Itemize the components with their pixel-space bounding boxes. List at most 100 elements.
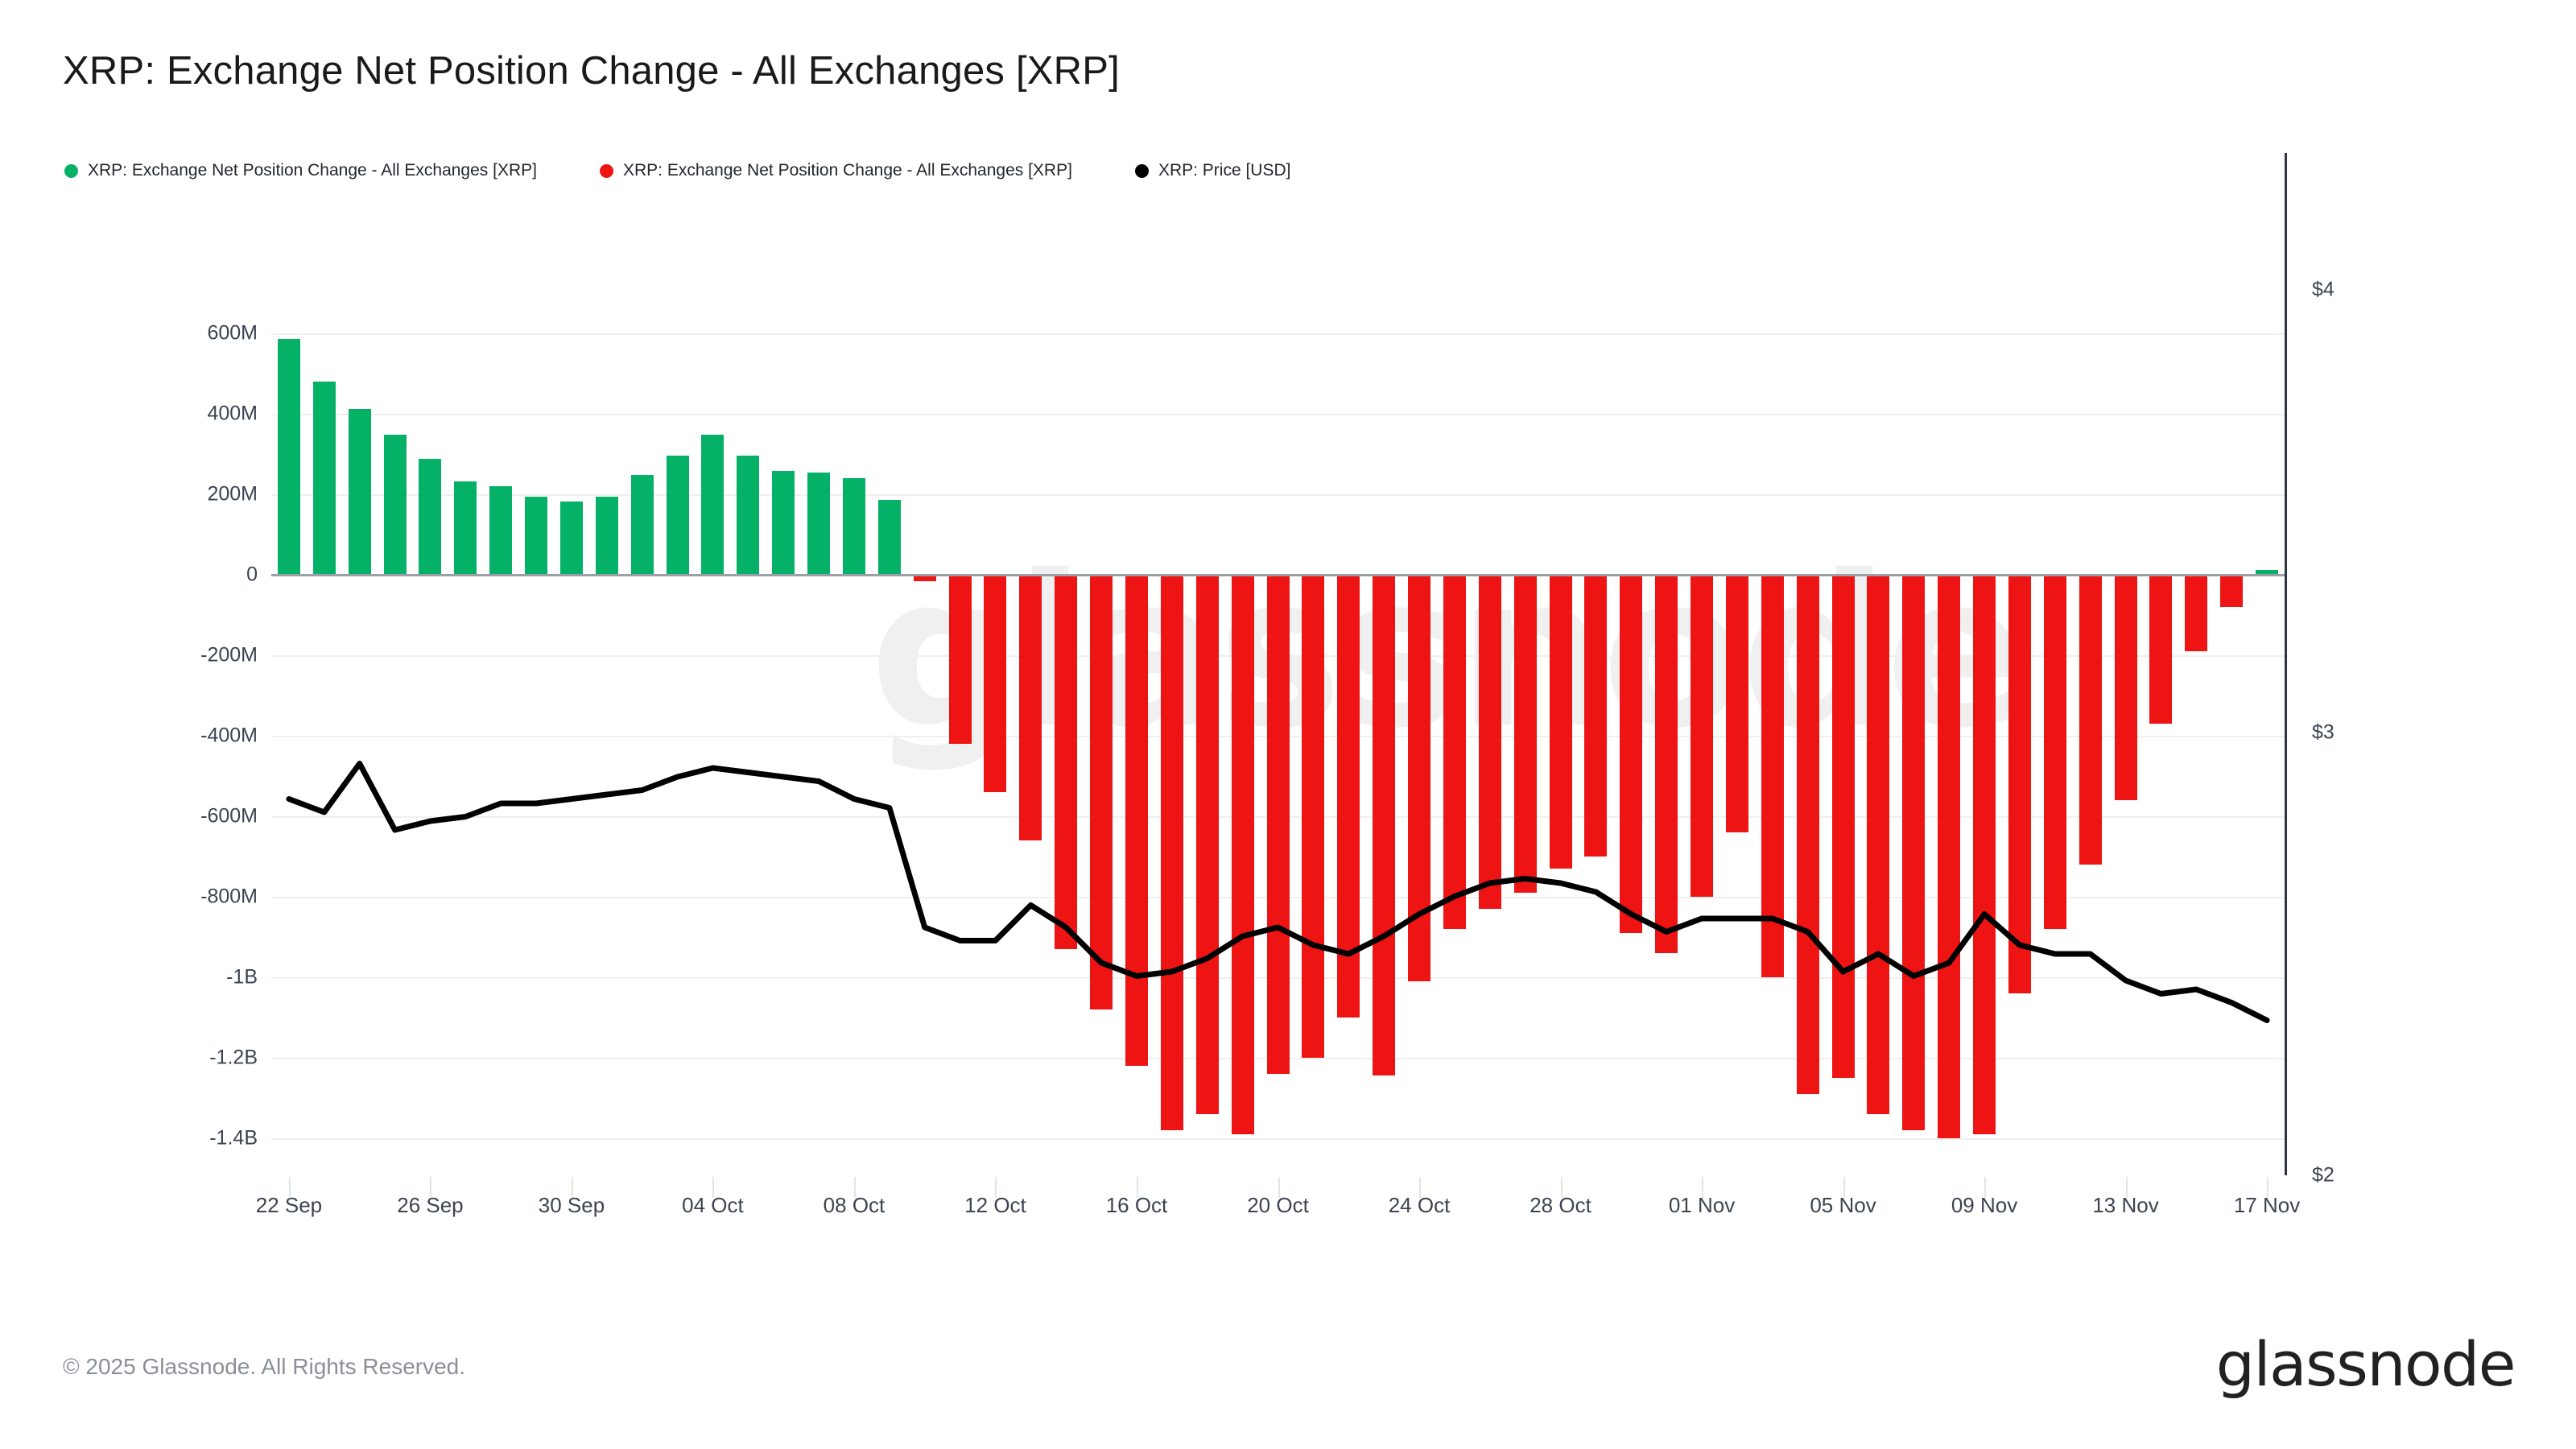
bar-negative[interactable] (2008, 575, 2031, 993)
right-axis-line (2285, 153, 2287, 1175)
x-axis-tick-label: 17 Nov (2233, 1193, 2301, 1217)
bar-negative[interactable] (1655, 575, 1678, 953)
gridline (271, 414, 2285, 415)
x-axis-tick-mark (1560, 1177, 1563, 1198)
bar-positive[interactable] (312, 382, 336, 575)
page-title: XRP: Exchange Net Position Change - All … (63, 49, 1120, 93)
bar-positive[interactable] (666, 456, 689, 575)
bar-negative[interactable] (2149, 575, 2173, 724)
bar-negative[interactable] (2079, 575, 2102, 865)
y-axis-tick-label: -200M (200, 643, 258, 667)
bar-negative[interactable] (1620, 575, 1643, 933)
bar-negative[interactable] (948, 575, 972, 744)
y-axis-tick-label: 200M (207, 482, 258, 506)
y-axis-tick-label: -1B (226, 965, 258, 989)
bar-positive[interactable] (2256, 570, 2279, 575)
x-axis-tick-mark (571, 1177, 573, 1198)
bar-positive[interactable] (489, 486, 513, 575)
x-axis-tick-mark (288, 1177, 291, 1198)
x-axis-tick-mark (712, 1177, 715, 1198)
bar-series-layer (271, 153, 2285, 1175)
x-axis-tick-label: 09 Nov (1951, 1193, 2018, 1217)
chart-legend: XRP: Exchange Net Position Change - All … (64, 161, 1353, 180)
bar-negative[interactable] (1690, 575, 1714, 897)
bar-negative[interactable] (913, 575, 936, 581)
chart-plot-area (271, 153, 2285, 1175)
bar-negative[interactable] (1125, 575, 1148, 1066)
bar-negative[interactable] (1478, 575, 1501, 909)
y-axis-tick-label: -1.2B (209, 1046, 258, 1069)
bar-negative[interactable] (2114, 575, 2137, 800)
gridline (271, 1138, 2285, 1140)
x-axis-tick-label: 28 Oct (1530, 1193, 1591, 1217)
bar-negative[interactable] (1019, 575, 1042, 840)
y-axis-tick-label: 600M (207, 321, 258, 345)
gridline (271, 494, 2285, 496)
bar-negative[interactable] (1725, 575, 1748, 832)
bar-negative[interactable] (1796, 575, 1819, 1094)
legend-item-net-position-inflow[interactable]: XRP: Exchange Net Position Change - All … (64, 161, 537, 180)
price-axis-tick-label: $3 (2312, 720, 2334, 744)
x-axis-tick-label: 08 Oct (823, 1193, 886, 1217)
legend-item-price[interactable]: XRP: Price [USD] (1134, 161, 1291, 180)
bar-negative[interactable] (1302, 575, 1325, 1058)
bar-negative[interactable] (1831, 575, 1855, 1078)
x-axis-tick-mark (2267, 1177, 2269, 1198)
bar-positive[interactable] (419, 459, 442, 575)
bar-positive[interactable] (383, 435, 407, 575)
bar-positive[interactable] (559, 502, 583, 575)
x-axis-tick-label: 20 Oct (1247, 1193, 1309, 1217)
bar-negative[interactable] (1584, 575, 1608, 857)
bar-positive[interactable] (348, 409, 371, 575)
y-axis-tick-label: 400M (207, 402, 258, 425)
x-axis-tick-label: 24 Oct (1388, 1193, 1451, 1217)
bar-positive[interactable] (277, 339, 300, 575)
bar-negative[interactable] (1513, 575, 1537, 893)
bar-negative[interactable] (1055, 575, 1078, 949)
x-axis-tick-label: 01 Nov (1668, 1193, 1736, 1217)
bar-negative[interactable] (1761, 575, 1784, 977)
bar-negative[interactable] (1408, 575, 1430, 981)
x-axis-tick-mark (1702, 1177, 1704, 1198)
bar-negative[interactable] (1266, 575, 1290, 1074)
zero-axis-line (271, 574, 2285, 576)
bar-negative[interactable] (1231, 575, 1254, 1134)
legend-label: XRP: Price [USD] (1158, 161, 1291, 180)
bar-positive[interactable] (737, 456, 760, 575)
bar-negative[interactable] (1337, 575, 1360, 1018)
bar-negative[interactable] (1160, 575, 1183, 1130)
circle-marker-icon (599, 163, 613, 178)
bar-positive[interactable] (772, 471, 795, 575)
x-axis-tick-label: 13 Nov (2092, 1193, 2159, 1217)
bar-positive[interactable] (525, 497, 548, 575)
bar-positive[interactable] (842, 478, 865, 575)
bar-negative[interactable] (1973, 575, 1996, 1134)
bar-negative[interactable] (984, 575, 1007, 792)
y-axis-tick-label: -1.4B (209, 1126, 258, 1150)
x-axis-tick-mark (1419, 1177, 1421, 1198)
bar-negative[interactable] (1867, 575, 1890, 1114)
legend-label: XRP: Exchange Net Position Change - All … (622, 161, 1072, 180)
bar-negative[interactable] (1549, 575, 1572, 869)
bar-negative[interactable] (1373, 575, 1396, 1075)
bar-negative[interactable] (2043, 575, 2066, 929)
bar-positive[interactable] (701, 435, 724, 575)
bar-positive[interactable] (630, 475, 654, 575)
legend-item-net-position-outflow[interactable]: XRP: Exchange Net Position Change - All … (599, 161, 1072, 180)
bar-positive[interactable] (807, 473, 831, 575)
bar-negative[interactable] (1443, 575, 1466, 929)
bar-positive[interactable] (877, 500, 901, 575)
x-axis-tick-label: 05 Nov (1810, 1193, 1876, 1217)
y-axis-tick-label: -400M (200, 724, 258, 747)
bar-negative[interactable] (1902, 575, 1926, 1130)
bar-negative[interactable] (1195, 575, 1219, 1114)
bar-negative[interactable] (1090, 575, 1113, 1009)
bar-positive[interactable] (595, 497, 618, 575)
price-axis-tick-label: $4 (2312, 278, 2334, 301)
y-axis-tick-label: -800M (200, 885, 258, 908)
circle-marker-icon (64, 163, 78, 178)
bar-negative[interactable] (2220, 575, 2244, 607)
bar-negative[interactable] (2185, 575, 2208, 651)
bar-negative[interactable] (1938, 575, 1961, 1138)
bar-positive[interactable] (454, 481, 477, 575)
